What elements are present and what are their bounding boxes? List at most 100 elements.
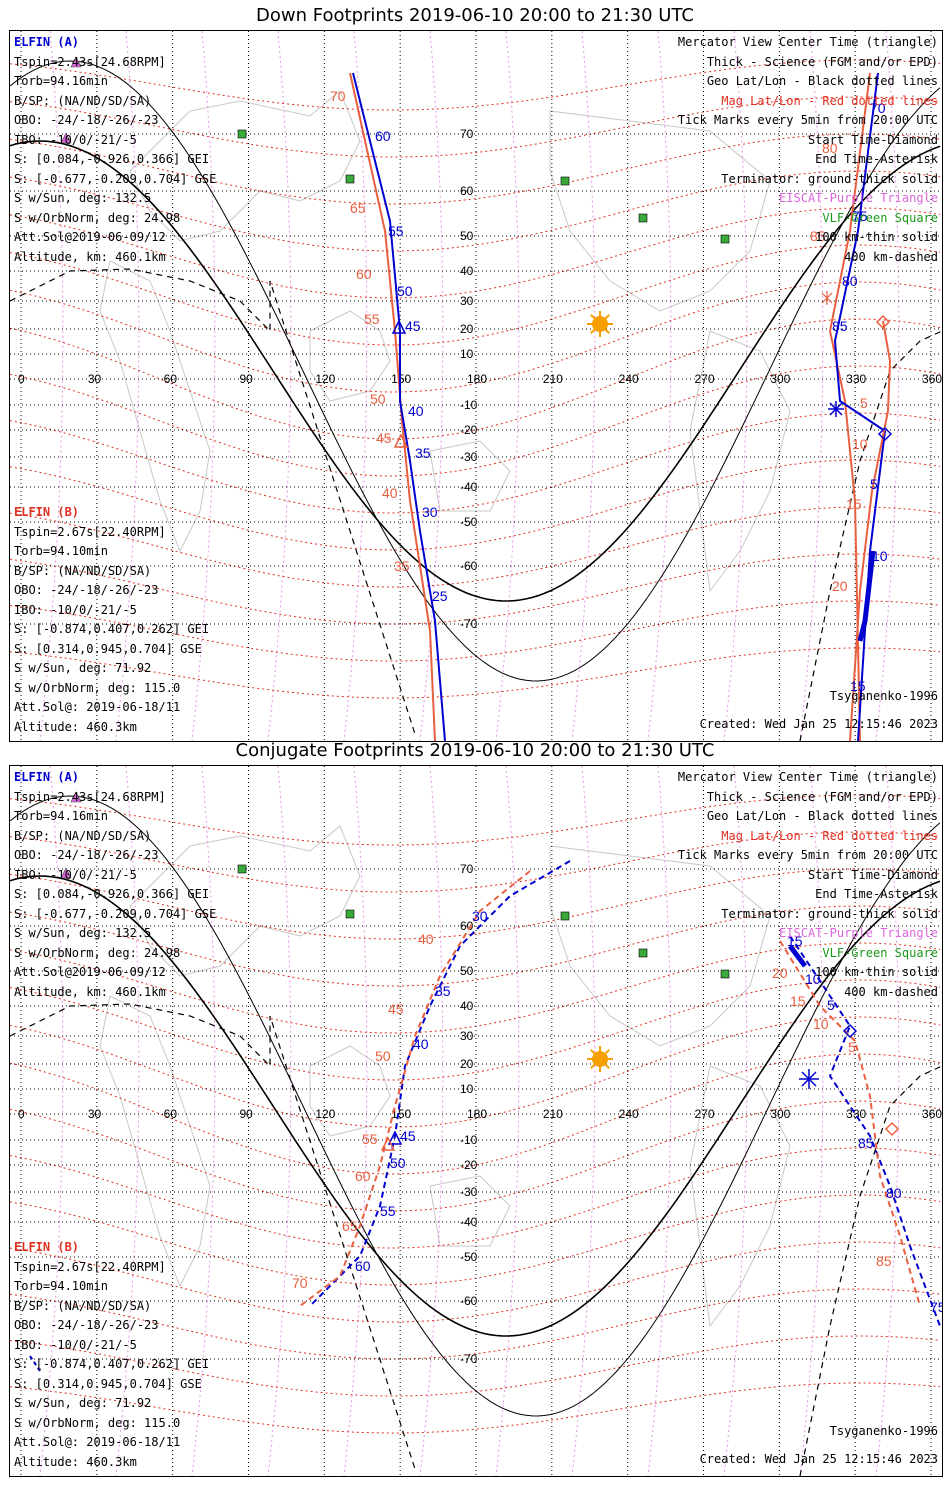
lon-tick-label: 30 (88, 1107, 102, 1121)
mag-lat-line (10, 459, 941, 551)
lon-tick-label: 270 (695, 1107, 715, 1121)
elfin-a-tick-label: 15 (850, 678, 866, 694)
lat-tick-label: -30 (460, 450, 478, 464)
legend: Mercator View Center Time (triangle) Thi… (678, 33, 938, 267)
elfin-a-line: Tspin=2.43s[24.68RPM] (14, 789, 166, 804)
elfin-b-tick-label: 40 (382, 485, 398, 501)
mag-lat-line (10, 1194, 941, 1286)
elfin-a-track (789, 935, 941, 1327)
coastline (549, 845, 771, 1047)
created-label: Created: Wed Jan 25 12:15:46 2023 (699, 1452, 938, 1466)
elfin-a-tick-label: 5 (827, 997, 835, 1013)
lon-tick-label: 60 (164, 372, 178, 386)
legend-item: 400 km-dashed (844, 249, 938, 264)
legend-item: Start Time-Diamond (807, 867, 938, 882)
mag-lat-line (10, 1288, 941, 1360)
legend-item: Terminator: ground-thick solid (721, 171, 938, 186)
elfin-a-tick-label: 40 (413, 1036, 429, 1052)
elfin-b-line: Att.Sol@: 2019-06-18/11 (14, 700, 181, 714)
mag-lat-line (10, 1100, 941, 1212)
elfin-a-tick-label: 35 (435, 983, 451, 999)
start-time-diamond (884, 1121, 900, 1137)
lon-tick-label: 330 (846, 1107, 866, 1121)
elfin-a-tick-label: 30 (422, 504, 438, 520)
mag-lat-line (10, 1382, 941, 1434)
legend-item: End Time-Asterisk (815, 152, 938, 166)
lat-tick-label: 20 (460, 322, 474, 336)
lat-tick-label: -30 (460, 1185, 478, 1199)
lat-tick-label: -20 (460, 1158, 478, 1172)
lon-tick-label: 330 (846, 372, 866, 386)
mag-meridian (419, 31, 444, 741)
elfin-a-tick-label: 55 (388, 223, 404, 239)
lon-tick-label: 180 (467, 372, 487, 386)
lat-tick-label: 70 (460, 862, 474, 876)
legend-item: Thick - Science (FGM and/or EPD) (706, 54, 938, 69)
mag-lat-line (10, 207, 941, 299)
elfin-b-line: S: [0.314,0.945,0.704] GSE (14, 1376, 202, 1391)
lat-tick-label: 60 (460, 184, 474, 198)
lon-tick-label: 210 (543, 1107, 563, 1121)
coastline (129, 90, 361, 242)
panel-title-down: Down Footprints 2019-06-10 20:00 to 21:3… (256, 5, 694, 26)
coastline (429, 440, 511, 512)
elfin-a-line: S w/OrbNorm, deg: 24.98 (14, 210, 181, 225)
end-time-asterisk (821, 291, 833, 305)
legend-item: Tick Marks every 5min from 20:00 UTC (677, 113, 938, 127)
elfin-a-line: OBO: -24/-18/-26/-23 (14, 113, 159, 127)
coastline (129, 825, 361, 977)
mag-lat-line (10, 1241, 941, 1323)
elfin-b-track (779, 940, 921, 1307)
elfin-b-line: Torb=94.10min (14, 1279, 108, 1293)
sun-ray (590, 1063, 596, 1069)
elfin-a-line: Altitude, km: 460.1km (14, 984, 166, 999)
elfin-a-line: S w/Sun, deg: 132.5 (14, 926, 152, 940)
elfin-a-line: Torb=94.16min (14, 74, 108, 88)
elfin-b-tick-label: 85 (876, 1253, 892, 1269)
elfin-b-line: S: [-0.874,0.407,0.262] GEI (14, 1357, 210, 1371)
elfin-a-tick-label: 10 (805, 971, 821, 987)
sun-ray (604, 314, 610, 320)
lon-tick-label: 90 (240, 1107, 254, 1121)
terminator-dashed (799, 1065, 942, 1476)
lat-tick-label: 60 (460, 919, 474, 933)
lon-tick-label: 300 (770, 1107, 790, 1121)
eiscat-purple-triangle (60, 132, 72, 144)
lon-tick-label: 0 (18, 1107, 25, 1121)
mag-meridian (495, 766, 520, 1476)
elfin-a-tick-label: 60 (375, 128, 391, 144)
elfin-a-tick-label: 5 (870, 476, 878, 492)
elfin-a-tick-label: 75 (930, 1299, 942, 1315)
lon-tick-label: 30 (88, 372, 102, 386)
elfin-b-tick-label: 60 (355, 1168, 371, 1184)
down-footprints-map: 0 30 60 90 120 150 180 210 240 270 300 330 360 70 60 50… (10, 31, 942, 741)
vlf-green-square (720, 969, 730, 979)
vlf-green-square (560, 911, 570, 921)
conjugate-footprints-panel: 0 30 60 90 120 150 180 210 240 270 300 330 360 70 60 50… (9, 765, 943, 1477)
elfin-b-tick-label: 65 (350, 200, 366, 216)
elfin-a-tick-label: 45 (400, 1128, 416, 1144)
terminator-line (10, 795, 941, 1417)
elfin-a-line: B/SP: (NA/ND/SD/SA) (14, 93, 152, 108)
mag-lat-line (10, 1016, 941, 1128)
elfin-b-line: S w/OrbNorm, deg: 115.0 (14, 1415, 181, 1430)
lon-tick-label: 180 (467, 1107, 487, 1121)
mag-meridian (419, 766, 444, 1476)
elfin-a-tick-label: 25 (432, 588, 448, 604)
mag-meridian (495, 31, 520, 741)
lat-tick-label: -60 (460, 1294, 478, 1308)
legend-item: VLF-Green Square (822, 945, 938, 960)
lon-tick-label: 360 (922, 372, 942, 386)
mag-lat-line (10, 244, 941, 346)
mag-meridian (647, 31, 672, 741)
elfin-a-line: Att.Sol@2019-06-09/12 (14, 965, 166, 979)
mag-lat-line (10, 979, 941, 1081)
elfin-a-line: S: [0.084,-0.926,0.366] GEI (14, 887, 210, 901)
elfin-a-tick-label: 70 (870, 100, 886, 116)
elfin-a-line: Att.Sol@2019-06-09/12 (14, 230, 166, 244)
mag-lat-line (10, 1053, 941, 1175)
elfin-a-track (833, 72, 887, 741)
elfin-b-tick-label: 45 (376, 430, 392, 446)
mag-lat-line (10, 170, 941, 252)
elfin-a-line: IBO: -10/0/-21/-5 (14, 132, 137, 147)
